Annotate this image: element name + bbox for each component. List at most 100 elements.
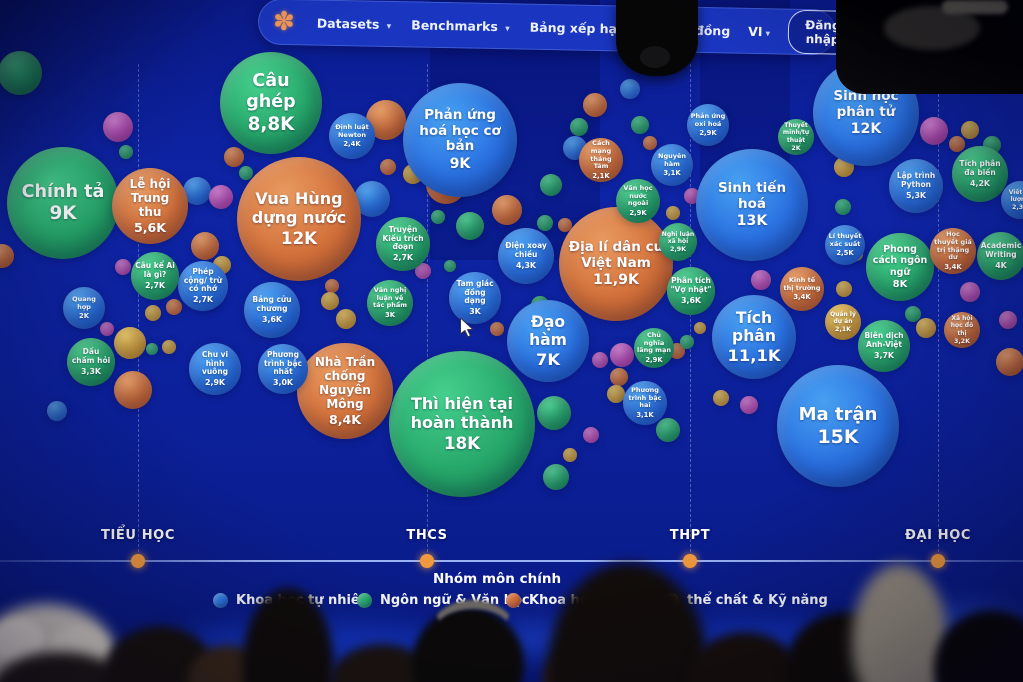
bubble-van-nghi-luan-ve-tac-pham[interactable]: Văn nghị luận về tác phẩm 3K — [367, 280, 413, 326]
bubble-unlabeled[interactable] — [209, 185, 233, 209]
bubble-tich-phan[interactable]: Tích phân 11,1K — [712, 295, 796, 379]
bubble-unlabeled[interactable] — [0, 51, 42, 95]
bubble-unlabeled[interactable] — [610, 368, 628, 386]
bubble-tich-phan-a-bien[interactable]: Tích phân đa biến 4,2K — [952, 146, 1008, 202]
bubble-inh-luat-newton[interactable]: Định luật Newton 2,4K — [329, 113, 375, 159]
bubble-nguyen-ham[interactable]: Nguyên hàm 3,1K — [651, 144, 693, 186]
bubble-thuyet-minh-tu-thuat[interactable]: Thuyết minh/tự thuật 2K — [778, 119, 814, 155]
bubble-unlabeled[interactable] — [666, 206, 680, 220]
bubble-unlabeled[interactable] — [996, 348, 1023, 376]
bubble-cau-ke-ai-la-gi[interactable]: Câu kể Ai là gì? 2,7K — [131, 252, 179, 300]
bubble-unlabeled[interactable] — [115, 259, 131, 275]
bubble-unlabeled[interactable] — [191, 232, 219, 260]
bubble-ma-tran[interactable]: Ma trận 15K — [777, 365, 899, 487]
bubble-unlabeled[interactable] — [103, 112, 133, 142]
bubble-nha-tran-chong-nguyen-mong[interactable]: Nhà Trần chống Nguyên Mông 8,4K — [297, 343, 393, 439]
bubble-phuong-trinh-bac-nhat[interactable]: Phương trình bậc nhất 3,0K — [258, 344, 308, 394]
bubble-cach-mang-thang-tam[interactable]: Cách mạng tháng Tám 2,1K — [579, 138, 623, 182]
bubble-phan-tich-vo-nhat[interactable]: Phân tích "Vợ nhặt" 3,6K — [667, 267, 715, 315]
bubble-unlabeled[interactable] — [114, 371, 152, 409]
bubble-unlabeled[interactable] — [960, 282, 980, 302]
bubble-unlabeled[interactable] — [537, 396, 571, 430]
language-selector[interactable]: VI ▾ — [748, 23, 770, 38]
bubble-ia-li-dan-cu-viet-nam[interactable]: Địa lí dân cư Việt Nam 11,9K — [559, 207, 673, 321]
bubble-unlabeled[interactable] — [631, 116, 649, 134]
bubble-ao-ham[interactable]: Đạo hàm 7K — [507, 300, 589, 382]
bubble-unlabeled[interactable] — [456, 212, 484, 240]
bubble-unlabeled[interactable] — [592, 352, 608, 368]
bubble-xa-hoi-hoc-o-thi[interactable]: Xã hội học đô thị 3,2K — [944, 312, 980, 348]
bubble-unlabeled[interactable] — [680, 335, 694, 349]
bubble-unlabeled[interactable] — [492, 195, 522, 225]
bubble-unlabeled[interactable] — [145, 305, 161, 321]
bubble-unlabeled[interactable] — [694, 322, 706, 334]
bubble-cau-ghep[interactable]: Câu ghép 8,8K — [220, 52, 322, 154]
bubble-unlabeled[interactable] — [583, 93, 607, 117]
bubble-unlabeled[interactable] — [713, 390, 729, 406]
bubble-unlabeled[interactable] — [325, 279, 339, 293]
bubble-unlabeled[interactable] — [570, 118, 588, 136]
bubble-truyen-kieu-trich-oan[interactable]: Truyện Kiều trích đoạn 2,7K — [376, 217, 430, 271]
bubble-unlabeled[interactable] — [490, 322, 504, 336]
bubble-unlabeled[interactable] — [540, 174, 562, 196]
bubble-unlabeled[interactable] — [920, 117, 948, 145]
bubble-viet-luong[interactable]: Viết ... lượng2,3K — [1001, 181, 1023, 219]
bubble-unlabeled[interactable] — [751, 270, 771, 290]
bubble-van-hoc-nuoc-ngoai[interactable]: Văn học nước ngoài 2,9K — [616, 179, 660, 223]
bubble-unlabeled[interactable] — [610, 343, 634, 367]
bubble-unlabeled[interactable] — [114, 327, 146, 359]
bubble-unlabeled[interactable] — [620, 79, 640, 99]
bubble-unlabeled[interactable] — [558, 218, 572, 232]
bubble-li-thuyet-xac-suat[interactable]: Lí thuyết xác suất 2,5K — [825, 225, 865, 265]
bubble-phep-cong-tru-co-nho[interactable]: Phép cộng/ trừ có nhớ 2,7K — [178, 261, 228, 311]
bubble-tam-giac-ong-dang[interactable]: Tam giác đồng dạng 3K — [449, 272, 501, 324]
bubble-unlabeled[interactable] — [949, 136, 965, 152]
bubble-unlabeled[interactable] — [431, 210, 445, 224]
bubble-unlabeled[interactable] — [166, 299, 182, 315]
nav-item-benchmarks[interactable]: Benchmarks ▾ — [411, 16, 510, 34]
bubble-unlabeled[interactable] — [321, 292, 339, 310]
bubble-thi-hien-tai-hoan-thanh[interactable]: Thì hiện tại hoàn thành 18K — [389, 351, 535, 497]
bubble-unlabeled[interactable] — [537, 215, 553, 231]
bubble-unlabeled[interactable] — [916, 318, 936, 338]
bubble-unlabeled[interactable] — [336, 309, 356, 329]
bubble-unlabeled[interactable] — [224, 147, 244, 167]
bubble-academic-writing[interactable]: Academic Writing 4K — [977, 232, 1023, 280]
bubble-lap-trinh-python[interactable]: Lập trình Python 5,3K — [889, 159, 943, 213]
bubble-dau-cham-hoi[interactable]: Dấu chấm hỏi 3,3K — [67, 338, 115, 386]
bubble-nghi-luan-xa-hoi[interactable]: Nghị luận xã hội 2,9K — [659, 223, 697, 261]
bubble-unlabeled[interactable] — [162, 340, 176, 354]
bubble-unlabeled[interactable] — [100, 322, 114, 336]
bubble-unlabeled[interactable] — [835, 199, 851, 215]
bubble-hoc-thuyet-gia-tri-thang-du[interactable]: Học thuyết giá trị thặng dư 3,4K — [930, 228, 976, 274]
bubble-phuong-trinh-bac-hai[interactable]: Phương trình bậc hai 3,1K — [623, 381, 667, 425]
bubble-unlabeled[interactable] — [563, 448, 577, 462]
bubble-unlabeled[interactable] — [643, 136, 657, 150]
bubble-phan-ung-oxi-hoa[interactable]: Phản ứng oxi hoá 2,9K — [687, 104, 729, 146]
bubble-chu-nghia-lang-man[interactable]: Chủ nghĩa lãng mạn 2,9K — [634, 328, 674, 368]
bubble-unlabeled[interactable] — [0, 244, 14, 268]
bubble-unlabeled[interactable] — [146, 343, 158, 355]
bubble-phong-cach-ngon-ngu[interactable]: Phong cách ngôn ngữ 8K — [866, 233, 934, 301]
bubble-unlabeled[interactable] — [380, 159, 396, 175]
bubble-unlabeled[interactable] — [583, 427, 599, 443]
bubble-kinh-te-thi-truong[interactable]: Kinh tế thị trường 3,4K — [780, 267, 824, 311]
bubble-unlabeled[interactable] — [607, 385, 625, 403]
bubble-sinh-tien-hoa[interactable]: Sinh tiến hoá 13K — [696, 149, 808, 261]
nav-item-datasets[interactable]: Datasets ▾ — [316, 15, 392, 32]
bubble-unlabeled[interactable] — [656, 418, 680, 442]
bubble-unlabeled[interactable] — [415, 263, 431, 279]
bubble-vua-hung-dung-nuoc[interactable]: Vua Hùng dựng nước 12K — [237, 157, 361, 281]
site-logo-flower-icon[interactable]: ✽ — [272, 6, 296, 38]
bubble-chu-vi-hinh-vuong[interactable]: Chu vi hình vuông 2,9K — [189, 343, 241, 395]
bubble-quan-ly-du-an[interactable]: Quản lý dự án 2,1K — [825, 304, 861, 340]
bubble-le-hoi-trung-thu[interactable]: Lễ hội Trung thu 5,6K — [112, 168, 188, 244]
bubble-unlabeled[interactable] — [961, 121, 979, 139]
bubble-phan-ung-hoa-hoc-co-ban[interactable]: Phản ứng hoá học cơ bản 9K — [403, 83, 517, 197]
bubble-unlabeled[interactable] — [444, 260, 456, 272]
bubble-bang-cuu-chuong[interactable]: Bảng cửu chương 3,6K — [244, 282, 300, 338]
bubble-unlabeled[interactable] — [740, 396, 758, 414]
bubble-ien-xoay-chieu[interactable]: Điện xoay chiều 4,3K — [498, 228, 554, 284]
bubble-quang-hop[interactable]: Quang hợp 2K — [63, 287, 105, 329]
bubble-unlabeled[interactable] — [905, 306, 921, 322]
